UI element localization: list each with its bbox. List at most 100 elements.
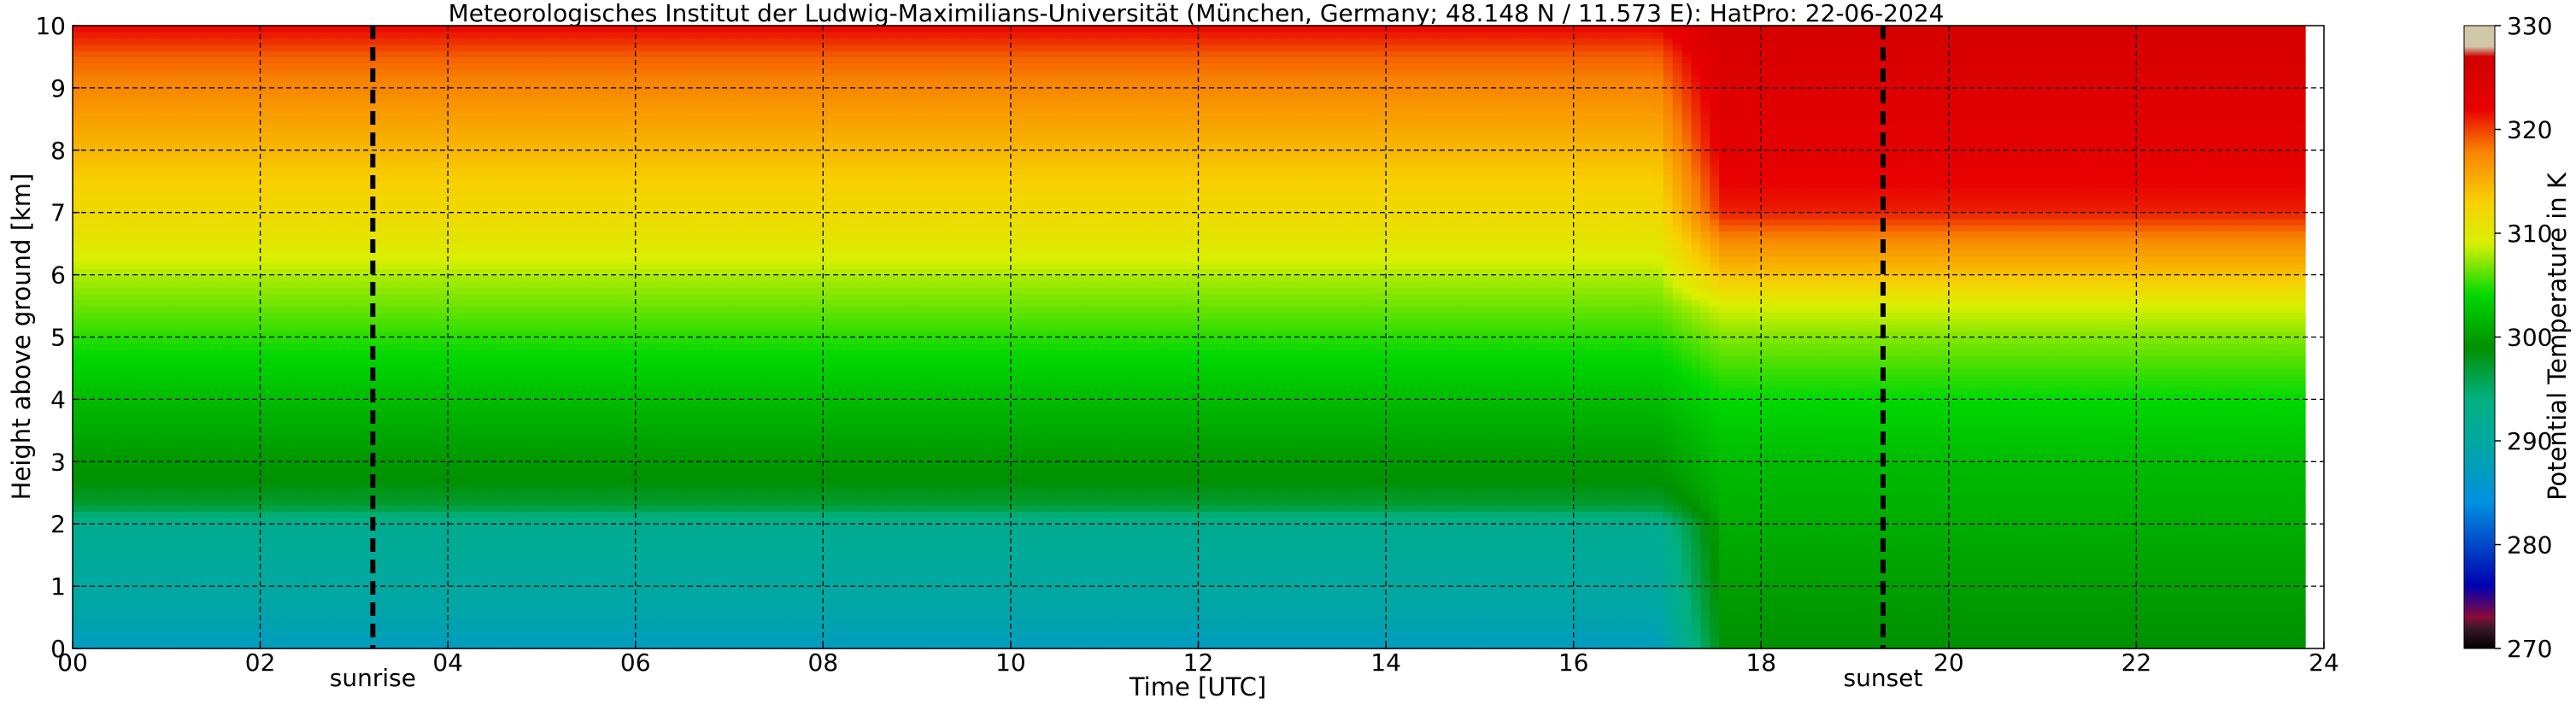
heatmap-cell <box>268 156 278 163</box>
heatmap-cell <box>379 287 389 294</box>
heatmap-cell <box>426 349 436 356</box>
heatmap-cell <box>166 431 175 437</box>
heatmap-cell <box>166 561 175 568</box>
heatmap-cell <box>333 611 343 618</box>
heatmap-cell <box>138 474 147 481</box>
heatmap-cell <box>202 132 212 138</box>
heatmap-cell <box>296 219 305 226</box>
heatmap-cell <box>202 555 212 562</box>
heatmap-cell <box>156 138 166 144</box>
heatmap-cell <box>268 374 278 381</box>
heatmap-cell <box>389 592 398 599</box>
heatmap-cell <box>389 256 398 263</box>
heatmap-cell <box>333 50 343 57</box>
heatmap-cell <box>91 256 101 263</box>
heatmap-cell <box>408 249 417 256</box>
heatmap-cell <box>194 592 203 599</box>
heatmap-cell <box>240 113 249 120</box>
heatmap-cell <box>286 530 296 537</box>
heatmap-cell <box>436 200 445 207</box>
heatmap-cell <box>240 200 249 207</box>
heatmap-cell <box>286 306 296 313</box>
heatmap-cell <box>194 88 203 95</box>
heatmap-cell <box>417 50 426 57</box>
heatmap-cell <box>370 169 379 176</box>
heatmap-cell <box>101 225 110 232</box>
heatmap-cell <box>436 113 445 120</box>
heatmap-cell <box>333 181 343 188</box>
heatmap-cell <box>305 88 314 95</box>
heatmap-cell <box>268 605 278 612</box>
heatmap-cell <box>463 337 472 344</box>
heatmap-cell <box>73 443 82 449</box>
heatmap-cell <box>240 605 249 612</box>
heatmap-cell <box>101 530 110 537</box>
heatmap-cell <box>472 94 482 101</box>
heatmap-cell <box>436 406 445 413</box>
heatmap-cell <box>519 567 529 574</box>
heatmap-cell <box>82 480 91 487</box>
heatmap-cell <box>231 599 240 606</box>
heatmap-cell <box>324 349 333 356</box>
heatmap-cell <box>352 138 361 144</box>
heatmap-cell <box>138 119 147 126</box>
heatmap-cell <box>119 387 128 394</box>
heatmap-cell <box>175 543 185 549</box>
heatmap-cell <box>529 75 538 82</box>
heatmap-cell <box>240 418 249 425</box>
heatmap-cell <box>361 194 371 201</box>
heatmap-cell <box>91 113 101 120</box>
heatmap-cell <box>156 181 166 188</box>
heatmap-cell <box>463 325 472 331</box>
heatmap-cell <box>445 406 455 413</box>
heatmap-cell <box>333 100 343 107</box>
heatmap-cell <box>333 113 343 120</box>
heatmap-cell <box>110 325 120 331</box>
heatmap-cell <box>110 63 120 70</box>
heatmap-cell <box>156 343 166 350</box>
heatmap-cell <box>445 574 455 581</box>
heatmap-cell <box>510 325 519 331</box>
heatmap-cell <box>101 169 110 176</box>
heatmap-cell <box>128 293 138 300</box>
heatmap-cell <box>454 486 463 493</box>
heatmap-cell <box>240 599 249 606</box>
heatmap-cell <box>175 493 185 500</box>
heatmap-cell <box>361 150 371 157</box>
heatmap-cell <box>436 418 445 425</box>
heatmap-cell <box>212 574 221 581</box>
heatmap-cell <box>501 461 510 468</box>
heatmap-cell <box>361 431 371 437</box>
heatmap-cell <box>463 132 472 138</box>
heatmap-cell <box>389 431 398 437</box>
heatmap-cell <box>249 474 259 481</box>
heatmap-cell <box>212 624 221 631</box>
heatmap-cell <box>408 262 417 269</box>
heatmap-cell <box>101 561 110 568</box>
heatmap-cell <box>333 599 343 606</box>
heatmap-cell <box>82 418 91 425</box>
heatmap-cell <box>202 406 212 413</box>
heatmap-cell <box>110 249 120 256</box>
heatmap-cell <box>212 355 221 362</box>
heatmap-cell <box>491 599 501 606</box>
heatmap-cell <box>91 249 101 256</box>
heatmap-cell <box>194 636 203 642</box>
heatmap-cell <box>296 555 305 562</box>
heatmap-cell <box>491 188 501 195</box>
heatmap-cell <box>352 561 361 568</box>
heatmap-cell <box>202 387 212 394</box>
heatmap-cell <box>343 300 352 307</box>
heatmap-cell <box>398 113 408 120</box>
heatmap-cell <box>333 461 343 468</box>
heatmap-cell <box>194 505 203 512</box>
heatmap-cell <box>454 75 463 82</box>
heatmap-cell <box>202 474 212 481</box>
heatmap-cell <box>91 281 101 288</box>
heatmap-cell <box>398 493 408 500</box>
heatmap-cell <box>286 194 296 201</box>
heatmap-cell <box>212 169 221 176</box>
heatmap-cell <box>110 319 120 326</box>
heatmap-cell <box>343 132 352 138</box>
heatmap-cell <box>91 306 101 313</box>
